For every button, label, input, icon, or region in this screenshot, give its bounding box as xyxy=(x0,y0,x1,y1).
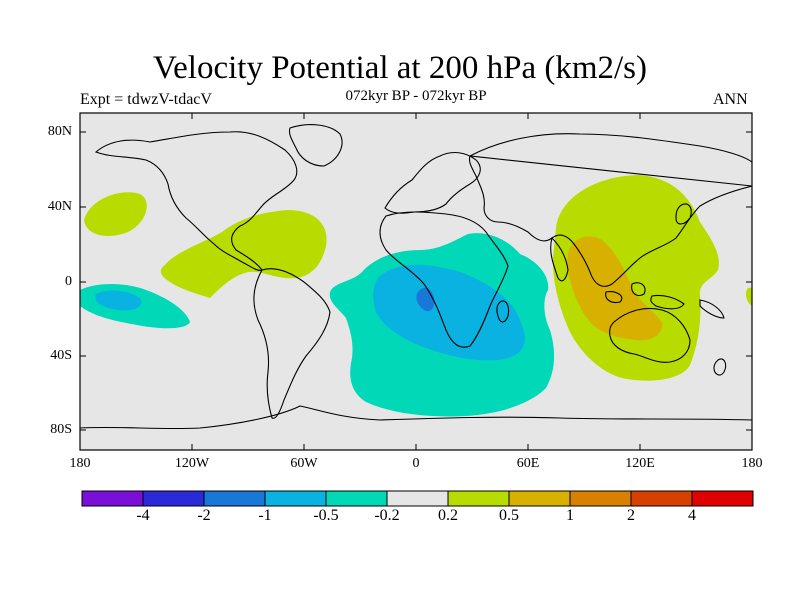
colorbar-label: -0.5 xyxy=(313,507,339,524)
coast-australia xyxy=(609,307,691,363)
colorbar-label: -4 xyxy=(136,507,150,524)
lat-label-80s: 80S xyxy=(50,422,72,437)
coast-new-zealand xyxy=(713,358,727,376)
coast-india xyxy=(550,236,569,282)
period-subtitle: 072kyr BP - 072kyr BP xyxy=(345,88,487,104)
lat-label-equator: 0 xyxy=(65,274,72,289)
lon-label-60e: 60E xyxy=(516,456,540,471)
contour-negative-pacific-core xyxy=(95,290,142,311)
coast-madagascar xyxy=(496,300,510,323)
colorbar-swatch xyxy=(569,490,632,507)
colorbar-label: 4 xyxy=(688,507,696,524)
contour-fields xyxy=(80,175,752,417)
colorbar xyxy=(81,490,754,507)
lon-label-120w: 120W xyxy=(174,456,210,471)
coast-maritime-islands xyxy=(605,282,725,319)
colorbar-label: 0.2 xyxy=(438,507,458,524)
lat-label-40n: 40N xyxy=(47,199,72,214)
colorbar-label: 2 xyxy=(627,507,635,524)
coast-greenland xyxy=(288,124,343,167)
lon-label-0: 0 xyxy=(412,456,420,471)
colorbar-swatch xyxy=(142,490,205,507)
contour-positive-americas xyxy=(160,210,327,298)
coast-africa xyxy=(379,211,509,348)
colorbar-label: 0.5 xyxy=(499,507,519,524)
coast-asia xyxy=(468,133,752,287)
contour-maritime-continent xyxy=(566,236,663,341)
colorbar-label: -2 xyxy=(197,507,211,524)
map-title: Velocity Potential at 200 hPa (km2/s) xyxy=(152,50,648,86)
colorbar-swatch xyxy=(386,490,449,507)
coast-japan xyxy=(675,203,692,225)
contour-negative-africa-core xyxy=(373,264,525,361)
contour-positive-central-pacific xyxy=(84,192,147,236)
experiment-label: Expt = tdwzV-tdacV xyxy=(80,91,212,108)
coast-south-america xyxy=(253,268,331,419)
colorbar-swatch xyxy=(630,490,693,507)
lon-label-180w: 180 xyxy=(69,456,91,471)
lon-tick-marks xyxy=(191,113,641,450)
lat-tick-marks xyxy=(80,131,752,431)
season-label: ANN xyxy=(713,91,748,108)
colorbar-swatch xyxy=(325,490,388,507)
lat-label-40s: 40S xyxy=(50,348,72,363)
lon-label-180e: 180 xyxy=(741,456,763,471)
coast-antarctica xyxy=(80,405,752,430)
lon-label-60w: 60W xyxy=(290,456,318,471)
colorbar-swatch xyxy=(447,490,510,507)
contour-positive-west-edge xyxy=(745,287,752,306)
colorbar-swatch xyxy=(203,490,266,507)
lon-label-120e: 120E xyxy=(625,456,655,471)
coast-north-america xyxy=(94,131,298,271)
colorbar-label: 1 xyxy=(566,507,574,524)
colorbar-swatch xyxy=(264,490,327,507)
lat-label-80n: 80N xyxy=(47,124,72,139)
colorbar-label: -1 xyxy=(258,507,272,524)
colorbar-label: -0.2 xyxy=(374,507,400,524)
contour-positive-asia-pacific xyxy=(552,175,719,381)
colorbar-swatch xyxy=(508,490,571,507)
colorbar-swatch xyxy=(81,490,144,507)
colorbar-swatch xyxy=(691,490,754,507)
coastlines xyxy=(80,124,752,430)
